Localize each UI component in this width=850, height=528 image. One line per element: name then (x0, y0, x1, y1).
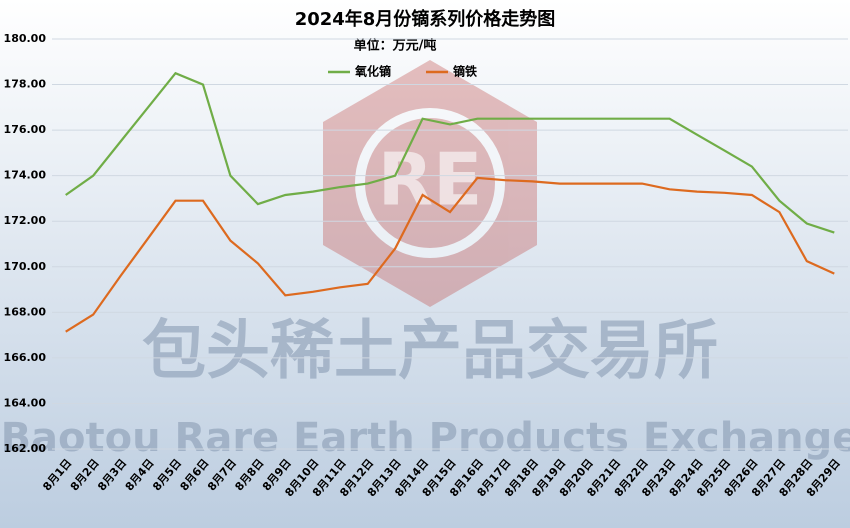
series-line (65, 176, 835, 333)
y-tick-label: 174.00 (4, 169, 47, 182)
logo-text: RE (378, 138, 483, 222)
y-tick-label: 170.00 (4, 260, 47, 273)
y-tick-label: 164.00 (4, 396, 47, 409)
y-tick-label: 176.00 (4, 123, 47, 136)
y-tick-label: 168.00 (4, 305, 47, 318)
chart-subtitle: 单位：万元/吨 (354, 38, 437, 54)
y-tick-label: 180.00 (4, 32, 47, 45)
y-tick-label: 162.00 (4, 442, 47, 455)
watermark-en: Baotou Rare Earth Products Exchange (1, 415, 850, 461)
y-tick-label: 172.00 (4, 214, 47, 227)
y-tick-label: 178.00 (4, 78, 47, 91)
logo (323, 60, 537, 307)
chart-title: 2024年8月份镝系列价格走势图 (295, 8, 556, 30)
series-line (65, 71, 835, 234)
legend-label: 氧化镝 (354, 64, 391, 79)
legend: 氧化镝 镝铁 (328, 64, 477, 79)
legend-label: 镝铁 (453, 64, 477, 79)
y-tick-label: 166.00 (4, 351, 47, 364)
watermark-cn: 包头稀土产品交易所 (142, 315, 718, 389)
